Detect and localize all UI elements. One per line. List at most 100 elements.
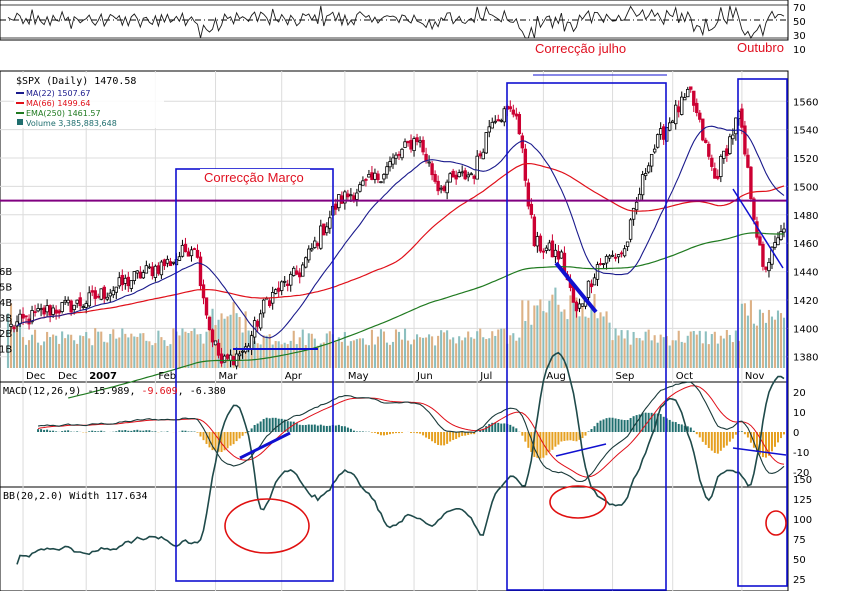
box-july xyxy=(506,82,667,591)
macd-histogram-bar xyxy=(455,432,458,439)
label-outubro: Outubro xyxy=(737,40,784,55)
volume-bar xyxy=(28,340,31,368)
volume-bar xyxy=(364,344,367,368)
candle-body xyxy=(204,297,209,316)
macd-histogram-bar xyxy=(151,431,154,432)
candle-body xyxy=(177,256,182,261)
macd-histogram-bar xyxy=(707,432,710,449)
candle-body xyxy=(686,88,690,98)
volume-bar xyxy=(298,337,301,368)
candle-body xyxy=(78,297,82,307)
volume-bar xyxy=(109,333,112,368)
macd-histogram-bar xyxy=(395,432,397,434)
axis-tick-labels: 1560154015201500148014601440142014001380… xyxy=(0,3,818,586)
rsi-tick-label: 10 xyxy=(793,45,806,56)
volume-tick-label: 6B xyxy=(0,267,12,278)
macd-histogram-bar xyxy=(214,432,217,451)
volume-bar xyxy=(485,339,488,368)
volume-bar xyxy=(124,333,127,368)
candle-body xyxy=(180,244,185,257)
candle-body xyxy=(394,154,398,159)
candle-body xyxy=(743,125,747,155)
volume-bar xyxy=(740,303,743,368)
candle-body xyxy=(9,323,13,327)
x-tick-label: May xyxy=(348,371,369,382)
candle-body xyxy=(415,137,419,143)
macd-histogram-bar xyxy=(449,432,452,442)
volume-bar xyxy=(103,341,106,368)
candle-body xyxy=(346,193,350,198)
macd-tick-label: 20 xyxy=(793,388,806,399)
candle-body xyxy=(183,243,188,253)
volume-bar xyxy=(569,295,572,368)
macd-histogram-bar xyxy=(593,426,596,432)
volume-bar xyxy=(73,340,76,368)
bb-legend: BB(20,2.0) Width 117.634 xyxy=(3,491,148,502)
candle-body xyxy=(535,236,540,247)
bb-width-line xyxy=(16,351,785,565)
aug-down-trend xyxy=(554,261,598,314)
macd-histogram-bar xyxy=(391,432,394,434)
macd-histogram-bar xyxy=(761,432,764,458)
candle-body xyxy=(81,306,85,308)
volume-bar xyxy=(58,343,61,368)
macd-histogram-bar xyxy=(196,432,199,433)
volume-bar xyxy=(142,333,145,368)
macd-histogram-bar xyxy=(653,413,656,432)
volume-bar xyxy=(542,311,545,368)
candle-body xyxy=(304,257,308,268)
candle-body xyxy=(553,249,558,257)
candle-body xyxy=(352,195,356,201)
candle-body xyxy=(502,108,506,123)
volume-bar xyxy=(21,337,25,368)
volume-bar xyxy=(196,334,199,368)
volume-bar xyxy=(566,319,569,368)
volume-bar xyxy=(422,337,425,368)
volume-bar xyxy=(578,316,581,368)
macd-histogram-bar xyxy=(749,432,752,443)
candle-body xyxy=(276,287,281,292)
candle-body xyxy=(364,178,368,181)
macd-histogram-bar xyxy=(596,422,599,432)
candle-body xyxy=(391,157,395,165)
price-tick-label: 1500 xyxy=(793,182,818,193)
volume-bar xyxy=(614,328,617,368)
legend-ma22: MA(22) 1507.67 xyxy=(26,89,90,98)
candle-body xyxy=(15,321,19,327)
macd-histogram-bar xyxy=(674,422,677,432)
candle-body xyxy=(298,272,302,278)
candle-body xyxy=(361,180,365,186)
macd-histogram-bar xyxy=(401,432,404,433)
candle-body xyxy=(770,246,774,265)
candle-body xyxy=(90,290,94,293)
macd-histogram-bar xyxy=(764,432,767,458)
macd-histogram-bar xyxy=(488,424,491,432)
volume-bar xyxy=(764,322,768,368)
candle-body xyxy=(661,126,666,140)
macd-histogram-bar xyxy=(61,431,64,432)
candle-body xyxy=(725,148,729,156)
volume-bar xyxy=(539,299,542,368)
macd-histogram-bar xyxy=(701,432,704,442)
macd-histogram-bar xyxy=(587,431,590,432)
candle-body xyxy=(397,153,401,156)
volume-bar xyxy=(521,300,524,368)
candle-body xyxy=(84,303,88,308)
ma22-line xyxy=(16,125,785,339)
volume-bar xyxy=(530,324,533,368)
macd-histogram-bar xyxy=(662,416,665,432)
x-tick-label: Nov xyxy=(745,371,765,382)
macd-histogram-bar xyxy=(533,432,536,457)
macd-histogram-bar xyxy=(256,423,259,432)
volume-bar xyxy=(286,344,289,368)
volume-bar xyxy=(683,342,686,368)
volume-bar xyxy=(590,307,593,368)
macd-histogram-bar xyxy=(136,429,139,432)
macd-histogram-bar xyxy=(301,425,304,432)
volume-bar xyxy=(584,316,587,368)
candle-body xyxy=(487,126,491,133)
candle-body xyxy=(322,223,326,236)
march-label-bg xyxy=(200,169,310,185)
candle-body xyxy=(689,86,693,90)
volume-bar xyxy=(94,328,97,368)
